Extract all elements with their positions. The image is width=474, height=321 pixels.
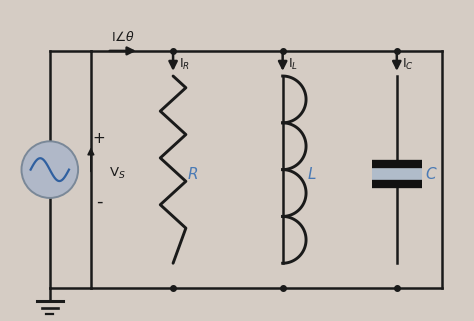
- Text: I$_R$: I$_R$: [179, 57, 190, 72]
- Text: I$_L$: I$_L$: [288, 57, 298, 72]
- Circle shape: [21, 141, 78, 198]
- Text: R: R: [188, 167, 198, 182]
- Text: L: L: [308, 167, 316, 182]
- Text: V$_S$: V$_S$: [109, 166, 126, 181]
- Text: -: -: [96, 193, 102, 211]
- Text: +: +: [93, 131, 106, 146]
- Text: I$_C$: I$_C$: [402, 57, 414, 72]
- Text: I$\angle\theta$: I$\angle\theta$: [111, 30, 136, 44]
- Bar: [372, 164, 422, 184]
- Text: C: C: [425, 167, 436, 182]
